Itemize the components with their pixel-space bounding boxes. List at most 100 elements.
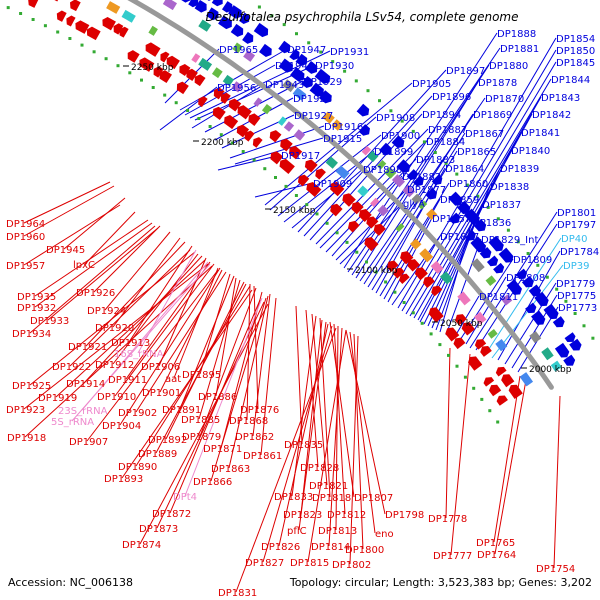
gc-skew-mark	[92, 50, 96, 54]
gene-arrow	[186, 68, 198, 82]
gene-arrow	[289, 48, 300, 61]
reverse-gene-label: DP1818	[312, 493, 351, 504]
forward-gene-label: DP1840	[511, 146, 550, 157]
gc-skew-mark	[174, 101, 178, 105]
gc-skew-mark	[433, 151, 437, 154]
forward-gene-label: DP1870	[485, 94, 524, 105]
reverse-gene-label: DP1891	[162, 405, 201, 416]
gene-arrow	[393, 267, 405, 279]
reverse-gene-label: DP1914	[66, 379, 105, 390]
forward-gene-leader-line	[315, 128, 429, 245]
forward-gene-leader-line	[325, 158, 417, 253]
reverse-gene-label: DP1889	[138, 449, 177, 460]
gene-arrow	[550, 360, 562, 372]
forward-gene-label: DP1915	[323, 134, 362, 145]
gene-arrow	[270, 151, 284, 165]
reverse-gene-leader-line	[179, 275, 235, 410]
reverse-gene-leader-line	[114, 263, 215, 397]
reverse-gene-label: DP1934	[12, 329, 51, 340]
reverse-gene-label: DP1823	[283, 510, 322, 521]
gene-arrow	[282, 79, 296, 93]
forward-gene-leader-line	[269, 116, 377, 211]
gene-arrow	[554, 342, 570, 358]
gene-arrow	[386, 260, 399, 272]
forward-gene-label: DP1916	[324, 122, 363, 133]
forward-gene-label: DP1897	[446, 66, 485, 77]
forward-gene-label: DP1843	[541, 93, 580, 104]
gene-arrow	[529, 330, 542, 344]
reverse-gene-label: DP1879	[182, 432, 221, 443]
reverse-gene-label: DP1835	[284, 440, 323, 451]
gc-skew-mark	[366, 89, 370, 93]
reverse-gene-label: DP1826	[261, 542, 300, 553]
gene-arrow	[431, 174, 443, 185]
gene-arrow	[342, 193, 356, 207]
gene-arrow	[179, 64, 191, 77]
reverse-gene-label: DP1800	[345, 545, 384, 556]
forward-gene-leader-line	[367, 132, 466, 288]
kbp-tick-label: 2150 kbp	[273, 206, 316, 216]
forward-gene-label: DP1894	[422, 110, 461, 121]
gc-skew-mark	[496, 217, 500, 221]
forward-gene-leader-line	[504, 282, 557, 365]
reverse-gene-leader-line	[319, 317, 331, 498]
gc-skew-mark	[163, 93, 167, 97]
forward-gene-label: DP1917	[281, 151, 320, 162]
forward-gene-label: DP1898	[363, 165, 402, 176]
reverse-gene-leader-line	[252, 293, 271, 437]
reverse-gene-leader-line	[235, 327, 337, 593]
trna-gene-leader-line	[484, 237, 562, 356]
gene-arrow	[464, 208, 480, 225]
reverse-gene-label: DP1913	[111, 338, 150, 349]
gene-arrow	[414, 267, 428, 281]
forward-gene-label: DP1836	[472, 218, 511, 229]
reverse-gene-label: DP1778	[428, 514, 467, 525]
gene-arrow	[396, 159, 411, 173]
reverse-gene-leader-line	[55, 259, 206, 398]
gene-arrow	[301, 75, 313, 89]
gene-arrow	[455, 314, 467, 326]
forward-gene-label: DP1905	[412, 79, 451, 90]
forward-gene-label: DP1929	[303, 77, 342, 88]
reverse-gene-label: DP1777	[433, 551, 472, 562]
kbp-tick-label: 2050 kbp	[440, 319, 483, 329]
gene-arrow	[331, 119, 344, 131]
gc-skew-mark	[294, 194, 298, 197]
gene-arrow	[488, 384, 502, 397]
forward-gene-label: DP1928	[293, 94, 332, 105]
gene-arrow	[474, 339, 487, 350]
reverse-gene-label: DP1764	[477, 550, 516, 561]
forward-gene-label: DP1965	[219, 45, 258, 56]
forward-gene-label: DP1811	[479, 292, 518, 303]
gene-arrow	[278, 58, 293, 73]
forward-gene-leader-line	[291, 168, 364, 229]
reverse-gene-leader-line	[135, 271, 227, 413]
gc-skew-mark	[6, 6, 10, 10]
forward-gene-label: DP1859	[440, 195, 479, 206]
gene-arrow	[127, 50, 140, 63]
reverse-gene-leader-line	[155, 283, 247, 454]
gene-arrow	[252, 137, 263, 148]
gene-arrow	[218, 15, 232, 30]
forward-gene-leader-line	[309, 113, 423, 241]
reverse-gene-label: DP1873	[139, 524, 178, 535]
gene-arrow	[335, 165, 350, 180]
gene-arrow	[269, 130, 282, 143]
reverse-gene-leader-line	[86, 269, 219, 442]
gene-arrow	[508, 384, 523, 400]
gene-arrow	[528, 284, 542, 297]
gene-arrow	[278, 40, 291, 54]
gene-arrow	[473, 218, 487, 232]
reverse-gene-label: DP1906	[141, 362, 180, 373]
forward-gene-label: DP1775	[557, 291, 596, 302]
gene-arrow	[358, 209, 372, 222]
gc-skew-mark	[573, 312, 577, 315]
gene-arrow	[239, 12, 250, 24]
reverse-gene-leader-line	[553, 395, 561, 569]
forward-gene-label: DP1845	[556, 58, 595, 69]
genome-backbone	[127, 0, 554, 390]
gene-arrow	[232, 42, 243, 54]
gc-skew-mark	[422, 140, 426, 144]
reverse-gene-label: DP1901	[142, 388, 181, 399]
forward-gene-leader-line	[191, 83, 266, 129]
